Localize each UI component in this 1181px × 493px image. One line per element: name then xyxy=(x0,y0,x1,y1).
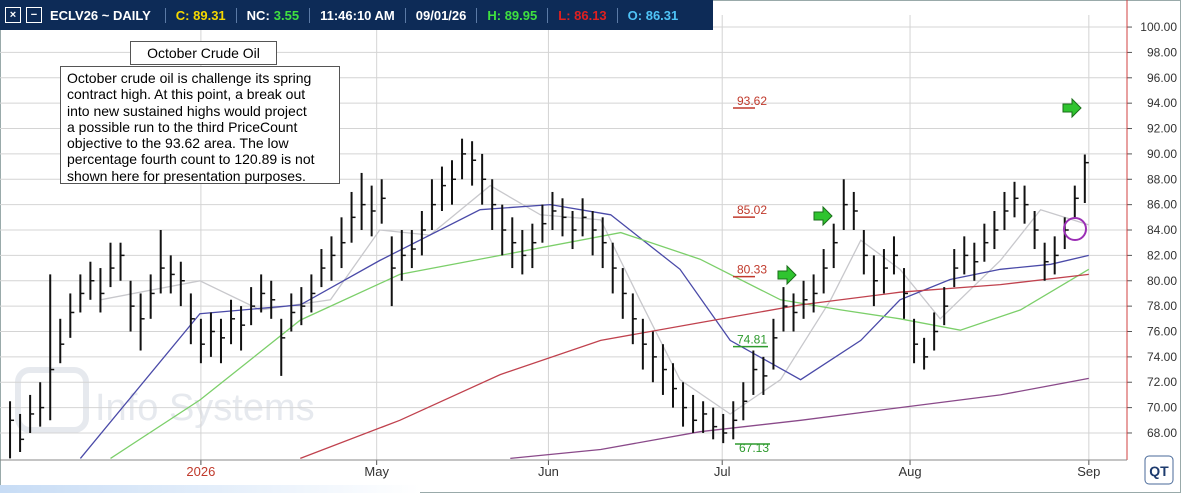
net-change-label: NC: xyxy=(235,7,274,23)
signal-arrow xyxy=(813,205,833,227)
time: 11:46:10 AM xyxy=(309,7,405,23)
y-tick-label: 72.00 xyxy=(1147,375,1177,389)
note-line: objective to the 93.62 area. The low xyxy=(67,135,289,152)
close-button[interactable]: × xyxy=(5,7,21,23)
y-tick-label: 78.00 xyxy=(1147,299,1177,313)
note-line: into new sustained highs would project xyxy=(67,102,307,119)
note: October crude oil is challenge its sprin… xyxy=(60,66,340,184)
logo-box xyxy=(1144,455,1174,485)
y-tick-label: 74.00 xyxy=(1147,350,1177,364)
note-line: a possible run to the third PriceCount xyxy=(67,118,298,135)
close-price: C: 89.31 xyxy=(164,7,236,23)
x-tick-label: Jul xyxy=(714,464,731,479)
moving-average xyxy=(300,273,1089,460)
level-label: 93.62 xyxy=(737,94,767,108)
signal-arrow xyxy=(1062,97,1082,119)
net-change: 3.55 xyxy=(273,7,300,23)
y-tick-label: 86.00 xyxy=(1147,198,1177,212)
note-line: October crude oil is challenge its sprin… xyxy=(67,70,312,86)
watermark-logo xyxy=(15,367,89,433)
symbol: ECLV26 ~ DAILY xyxy=(50,7,151,23)
x-tick-label: Sep xyxy=(1077,464,1100,479)
x-tick-label: 2026 xyxy=(186,464,215,479)
moving-average xyxy=(510,377,1089,460)
y-tick-label: 100.00 xyxy=(1140,20,1177,34)
note-title: October Crude Oil xyxy=(130,41,277,65)
level-label: 80.33 xyxy=(737,263,767,277)
y-tick-label: 94.00 xyxy=(1147,96,1177,110)
y-tick-label: 82.00 xyxy=(1147,248,1177,262)
moving-average xyxy=(110,231,1090,459)
logo: QT xyxy=(1149,463,1169,479)
y-tick-label: 92.00 xyxy=(1147,122,1177,136)
y-tick-label: 80.00 xyxy=(1147,274,1177,288)
x-tick-label: May xyxy=(364,464,389,479)
note-line: shown here for presentation purposes. xyxy=(67,167,306,184)
level-label: 85.02 xyxy=(737,203,767,217)
moving-average xyxy=(100,184,1089,415)
y-tick-label: 68.00 xyxy=(1147,426,1177,440)
status-strip xyxy=(0,485,420,493)
minimize-button[interactable]: − xyxy=(26,7,42,23)
y-tick-label: 98.00 xyxy=(1147,45,1177,59)
note-line: percentage fourth count to 120.89 is not xyxy=(67,151,315,168)
y-tick-label: 84.00 xyxy=(1147,223,1177,237)
level-label: 67.13 xyxy=(739,441,769,455)
note-line: contract high. At this point, a break ou… xyxy=(67,86,306,103)
highlight-circle xyxy=(1063,217,1087,241)
y-tick-label: 88.00 xyxy=(1147,172,1177,186)
signal-arrow xyxy=(777,264,797,286)
level-label: 74.81 xyxy=(737,333,767,347)
y-tick-label: 70.00 xyxy=(1147,401,1177,415)
low-price: L: 86.13 xyxy=(547,7,616,23)
toolbar: × − ECLV26 ~ DAILY C: 89.31 NC: 3.55 11:… xyxy=(0,0,713,30)
y-tick-label: 90.00 xyxy=(1147,147,1177,161)
high-price: H: 89.95 xyxy=(476,7,547,23)
x-tick-label: Jun xyxy=(538,464,559,479)
open-price: O: 86.31 xyxy=(616,7,689,23)
x-tick-label: Aug xyxy=(898,464,921,479)
y-tick-label: 76.00 xyxy=(1147,324,1177,338)
y-tick-label: 96.00 xyxy=(1147,71,1177,85)
date: 09/01/26 xyxy=(404,7,477,23)
